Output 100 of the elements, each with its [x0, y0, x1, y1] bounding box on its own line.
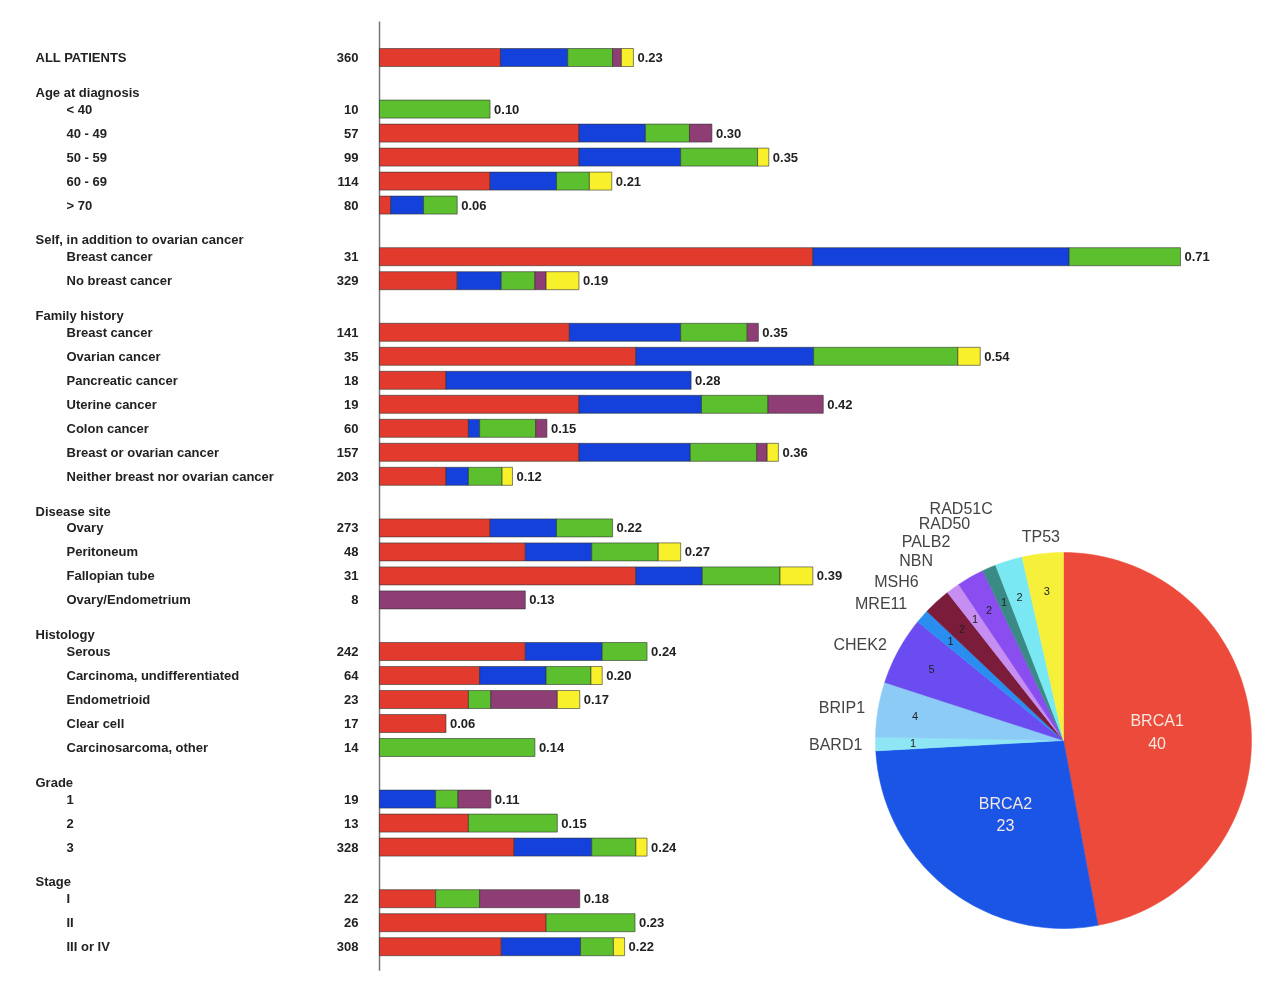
- slice-label: BARD1: [809, 735, 863, 753]
- y-tick-label: Fallopian tube: [66, 568, 155, 584]
- text: 22: [344, 891, 359, 907]
- y-tick-label: Peritoneum: [66, 544, 139, 560]
- text: Family history: [35, 308, 125, 323]
- text: 19: [344, 396, 359, 412]
- data-label: 4: [912, 709, 919, 722]
- slice-label: TP53: [1021, 528, 1061, 546]
- text: 60: [344, 420, 359, 436]
- data-label: 2: [959, 623, 966, 636]
- slice-label: PALB2: [901, 533, 951, 551]
- y-tick-label: Serous: [66, 644, 111, 659]
- text: 57: [344, 125, 359, 141]
- text: 328: [336, 839, 359, 855]
- slice-label: BRCA1: [1130, 712, 1184, 730]
- data-label: 1: [972, 612, 979, 625]
- slice-label: BRCA2: [978, 794, 1033, 812]
- y-tick-label: Breast or ovarian cancer: [66, 444, 219, 460]
- text: 19: [344, 791, 359, 807]
- text: Stage: [35, 874, 71, 890]
- slice-label: BRIP1: [818, 698, 866, 716]
- y-tick-label: 1: [66, 791, 74, 807]
- text: 64: [344, 668, 360, 683]
- text: 48: [344, 544, 359, 560]
- annotation: 0.11: [494, 791, 520, 807]
- text: 8: [351, 592, 359, 608]
- text: 141: [336, 324, 359, 340]
- text: Grade: [35, 774, 74, 790]
- annotation: 0.35: [772, 149, 799, 165]
- y-tick-label: < 40: [66, 101, 93, 117]
- y-tick-label: 2: [66, 815, 74, 831]
- text: ALL PATIENTS: [35, 50, 127, 65]
- annotation: 0.06: [449, 716, 476, 731]
- data-label: 1: [910, 737, 917, 750]
- text: 14: [344, 740, 360, 755]
- text: 203: [336, 468, 359, 484]
- slice-label: RAD51C: [929, 499, 993, 517]
- annotation: 0.30: [715, 125, 742, 141]
- annotation: 0.18: [583, 891, 610, 907]
- text: 329: [336, 273, 359, 289]
- data-label: 5: [928, 662, 935, 675]
- y-tick-label: Pancreatic cancer: [66, 372, 178, 388]
- annotation: 0.23: [637, 50, 663, 65]
- text: 0.71: [1184, 249, 1210, 265]
- annotation: 0.17: [583, 692, 610, 707]
- text: 31: [344, 568, 359, 584]
- slice-label: RAD50: [918, 515, 971, 533]
- y-tick-label: Ovary: [66, 520, 105, 536]
- annotation: 0.35: [762, 324, 788, 340]
- y-tick-label: 40 - 49: [66, 125, 107, 141]
- text: 273: [336, 520, 359, 536]
- text: 10: [344, 101, 359, 117]
- slice-label: CHEK2: [833, 635, 887, 653]
- annotation: 0.22: [628, 939, 654, 955]
- y-tick-label: Colon cancer: [66, 420, 149, 436]
- slice-label: NBN: [899, 552, 934, 570]
- data-label: 1: [1000, 596, 1008, 609]
- text: 18: [344, 372, 359, 388]
- y-tick-label: 50 - 59: [66, 149, 107, 165]
- annotation: 0.36: [782, 444, 808, 460]
- y-tick-label: > 70: [66, 197, 93, 213]
- bar: [379, 714, 447, 733]
- y-tick-label: Carcinoma, undifferentiated: [66, 668, 240, 683]
- annotation: 0.54: [984, 348, 1011, 364]
- annotation: 0.20: [606, 668, 632, 683]
- annotation: 0.13: [529, 592, 555, 608]
- bar: [379, 590, 526, 610]
- y-tick-label: II: [66, 915, 74, 931]
- text: 157: [336, 444, 359, 460]
- text: 23: [344, 692, 359, 707]
- annotation: 0.12: [516, 468, 542, 484]
- annotation: 0.14: [538, 740, 565, 755]
- annotation: 0.23: [639, 915, 665, 931]
- y-tick-label: Breast cancer: [66, 324, 153, 340]
- bar: [379, 99, 491, 119]
- annotation: 0.21: [615, 173, 642, 189]
- y-tick-label: Breast cancer: [66, 249, 153, 265]
- text: 308: [336, 939, 359, 955]
- slice-label: MRE11: [855, 594, 908, 612]
- y-tick-label: Ovary/Endometrium: [66, 592, 191, 608]
- y-tick-label: Uterine cancer: [66, 396, 157, 412]
- annotation: 0.06: [461, 197, 487, 213]
- data-label: 40: [1148, 734, 1167, 752]
- annotation: 0.24: [651, 644, 678, 659]
- annotation: 0.22: [616, 520, 642, 536]
- data-label: 3: [1043, 585, 1050, 598]
- y-tick-label: Endometrioid: [66, 692, 151, 707]
- text: 99: [344, 149, 359, 165]
- text: 242: [336, 644, 359, 659]
- bar: [379, 738, 536, 757]
- text: Self, in addition to ovarian cancer: [35, 232, 244, 248]
- data-label: 2: [986, 603, 993, 616]
- annotation: 0.15: [561, 815, 587, 831]
- y-tick-label: III or IV: [66, 939, 111, 955]
- text: Age at diagnosis: [35, 84, 140, 100]
- text: 17: [344, 716, 359, 731]
- y-tick-label: No breast cancer: [66, 273, 172, 289]
- data-label: 1: [947, 635, 954, 648]
- y-tick-label: I: [66, 891, 71, 907]
- text: 13: [344, 815, 359, 831]
